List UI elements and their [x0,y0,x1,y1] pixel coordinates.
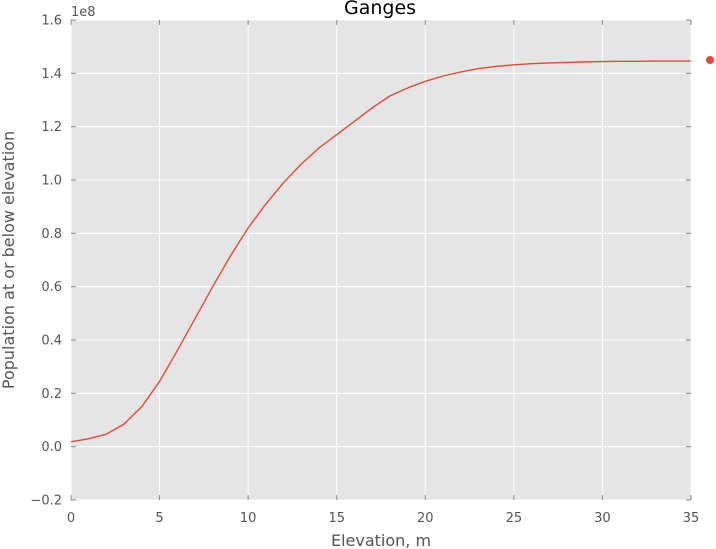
y-axis-label: Population at or below elevation [0,131,18,389]
grid [70,19,692,501]
plot-background [71,20,691,500]
y-tick-label: 1.0 [41,174,62,189]
y-tick-label: 0.4 [41,334,62,349]
x-tick-label: 0 [67,511,75,526]
x-tick-label: 10 [240,511,257,526]
y-tick-label: 0.8 [41,227,62,242]
y-tick-label: 0.0 [41,440,62,455]
y-offset-label: 1e8 [71,5,96,20]
x-ticks: 0 5 10 15 20 25 30 35 [67,20,699,526]
x-tick-label: 5 [155,511,163,526]
x-tick-label: 30 [594,511,611,526]
x-axis-label: Elevation, m [331,531,431,549]
y-tick-label: 1.4 [41,67,62,82]
series-line [70,60,691,443]
series-group [70,60,691,443]
y-tick-label: −0.2 [30,494,62,509]
x-tick-label: 25 [506,511,523,526]
y-ticks: −0.2 0.0 0.2 0.4 0.6 0.8 1.0 1.2 1.4 1.6 [30,14,691,509]
y-tick-label: 0.2 [41,387,62,402]
y-tick-label: 1.2 [41,120,62,135]
x-tick-label: 20 [417,511,434,526]
x-tick-label: 15 [328,511,345,526]
x-tick-label: 35 [683,511,700,526]
chart-title: Ganges [344,0,416,19]
y-tick-label: 0.6 [41,280,62,295]
legend-marker [706,56,714,64]
y-tick-label: 1.6 [41,14,62,29]
